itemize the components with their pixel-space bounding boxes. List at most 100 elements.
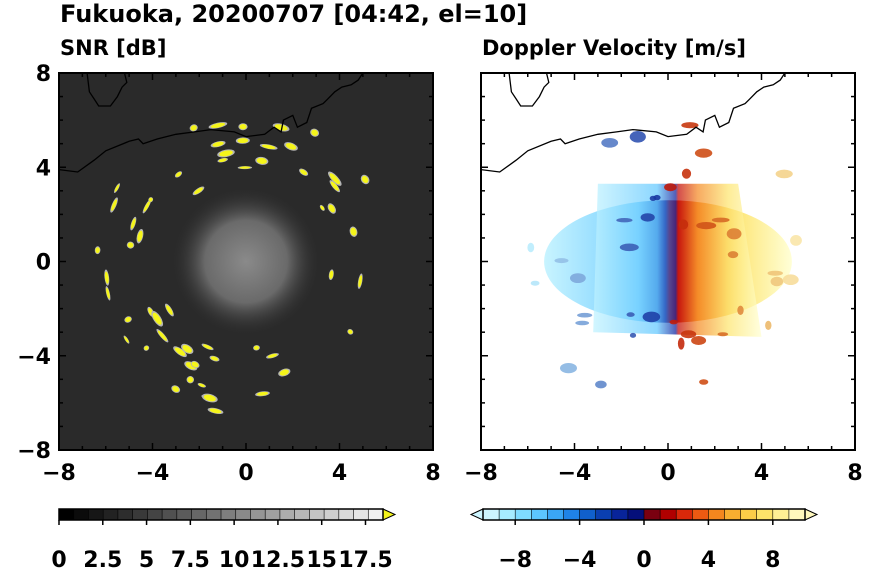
snr-echo-strong — [239, 123, 247, 130]
velocity-echo-patch — [775, 169, 793, 179]
x-tick-label: −4 — [136, 461, 170, 486]
snr-echo-strong — [125, 316, 131, 323]
snr-echo-strong — [190, 125, 197, 131]
snr-colorbar-cell — [323, 508, 340, 521]
velocity-echo-patch — [601, 138, 619, 148]
snr-echo-strong — [202, 344, 213, 350]
x-tick-label: −8 — [464, 461, 498, 486]
snr-echo-strong — [157, 330, 167, 341]
velocity-colorbar-cell — [482, 508, 500, 521]
y-tick-label: 0 — [36, 251, 51, 276]
velocity-echo-patch — [737, 305, 744, 315]
snr-colorbar-cell — [353, 508, 370, 521]
velocity-echo-patch — [726, 228, 742, 240]
snr-echo-strong — [279, 369, 289, 376]
snr-colorbar-label: 12.5 — [251, 548, 305, 570]
snr-echo-strong — [320, 205, 325, 211]
island-coast-path — [86, 73, 128, 107]
velocity-colorbar-label: 4 — [701, 548, 716, 570]
snr-echo-strong — [194, 187, 203, 195]
snr-echo-strong — [209, 408, 222, 414]
velocity-wedge — [593, 183, 762, 337]
velocity-echo-patch — [653, 194, 661, 201]
x-tick-label: 0 — [238, 461, 253, 486]
velocity-echo-patch — [681, 168, 692, 179]
velocity-echo-patch — [570, 273, 586, 283]
velocity-colorbar-cell — [611, 508, 629, 521]
snr-echo-strong — [175, 171, 182, 177]
snr-echo-strong — [348, 329, 353, 334]
snr-echo-strong — [198, 383, 206, 388]
snr-echo-strong — [219, 150, 233, 157]
snr-echo-strong — [361, 175, 369, 184]
velocity-echo-patch — [680, 330, 697, 339]
velocity-axes: −8 −4 0 4 8 — [464, 72, 863, 486]
velocity-colorbar-label: 8 — [765, 548, 780, 570]
snr-colorbar-label: 2.5 — [83, 548, 122, 570]
velocity-colorbar-extend-low — [469, 508, 484, 521]
snr-echo-strong — [267, 353, 278, 358]
velocity-colorbar-cell — [772, 508, 790, 521]
velocity-colorbar-cell — [498, 508, 517, 521]
snr-echo-strong — [174, 347, 186, 356]
snr-colorbar-cell — [279, 508, 296, 521]
snr-colorbar-cell — [73, 508, 90, 521]
velocity-echo-patch — [727, 251, 739, 259]
snr-colorbar-cell — [161, 508, 178, 521]
velocity-echo-patch — [790, 235, 802, 246]
snr-colorbar-cell — [294, 508, 311, 521]
snr-colorbar-label: 0 — [51, 548, 66, 570]
velocity-colorbar-cell — [724, 508, 742, 521]
velocity-echo-patch — [782, 274, 799, 286]
velocity-echo-patch — [629, 131, 646, 143]
velocity-echo-patch — [626, 312, 635, 317]
velocity-colorbar-cell — [627, 508, 645, 521]
velocity-echo-patch — [669, 319, 678, 325]
velocity-colorbar-label: 0 — [636, 548, 651, 570]
snr-echo-strong — [239, 166, 251, 169]
snr-colorbar-cell — [264, 508, 281, 521]
velocity-echo-patch — [681, 122, 699, 129]
snr-colorbar-frame — [58, 508, 384, 521]
snr-echo-strong — [329, 270, 334, 279]
snr-echo-strong — [300, 169, 308, 176]
snr-colorbar-cell — [250, 508, 266, 521]
snr-colorbar-cell — [176, 508, 193, 521]
velocity-echo-patch — [554, 258, 569, 264]
velocity-echo-patch — [577, 312, 593, 318]
snr-colorbar-cell — [205, 508, 222, 521]
snr-colorbar: 0 2.5 5 7.5 10 12.5 15 17.5 — [51, 508, 397, 570]
snr-echo-strong — [172, 386, 180, 393]
snr-echo-strong — [166, 305, 173, 315]
snr-echo-strong — [127, 242, 134, 248]
y-tick-label: 4 — [36, 156, 51, 181]
coastline-path — [59, 73, 364, 173]
snr-echo-strong — [95, 247, 100, 254]
velocity-echo-patch — [560, 363, 577, 374]
snr-echo-strong — [329, 173, 340, 185]
velocity-colorbar-cell — [514, 508, 533, 521]
snr-echo-strong — [144, 346, 149, 351]
velocity-echo-patch — [711, 217, 730, 223]
snr-colorbar-label: 7.5 — [171, 548, 210, 570]
snr-echo-strong — [203, 394, 216, 402]
snr-colorbar-cell — [102, 508, 119, 521]
near-field-clutter — [171, 186, 321, 337]
snr-colorbar-cell — [367, 508, 384, 521]
velocity-panel-title: Doppler Velocity [m/s] — [482, 36, 746, 60]
snr-echo-strong — [148, 197, 153, 202]
x-tick-label: 4 — [332, 461, 347, 486]
x-tick-label: −8 — [42, 461, 76, 486]
x-tick-label: 8 — [425, 461, 440, 486]
snr-echo-strong — [137, 230, 143, 242]
snr-echo-strong — [350, 227, 357, 236]
velocity-echo-patch — [765, 320, 772, 330]
snr-colorbar-cell — [220, 508, 237, 521]
snr-colorbar-extend — [382, 508, 397, 521]
snr-echo-strong — [253, 345, 260, 350]
velocity-echo-patch — [678, 219, 689, 230]
velocity-echo-patch — [530, 280, 540, 286]
x-tick-label: −4 — [558, 461, 592, 486]
velocity-echo-layer — [481, 73, 802, 389]
